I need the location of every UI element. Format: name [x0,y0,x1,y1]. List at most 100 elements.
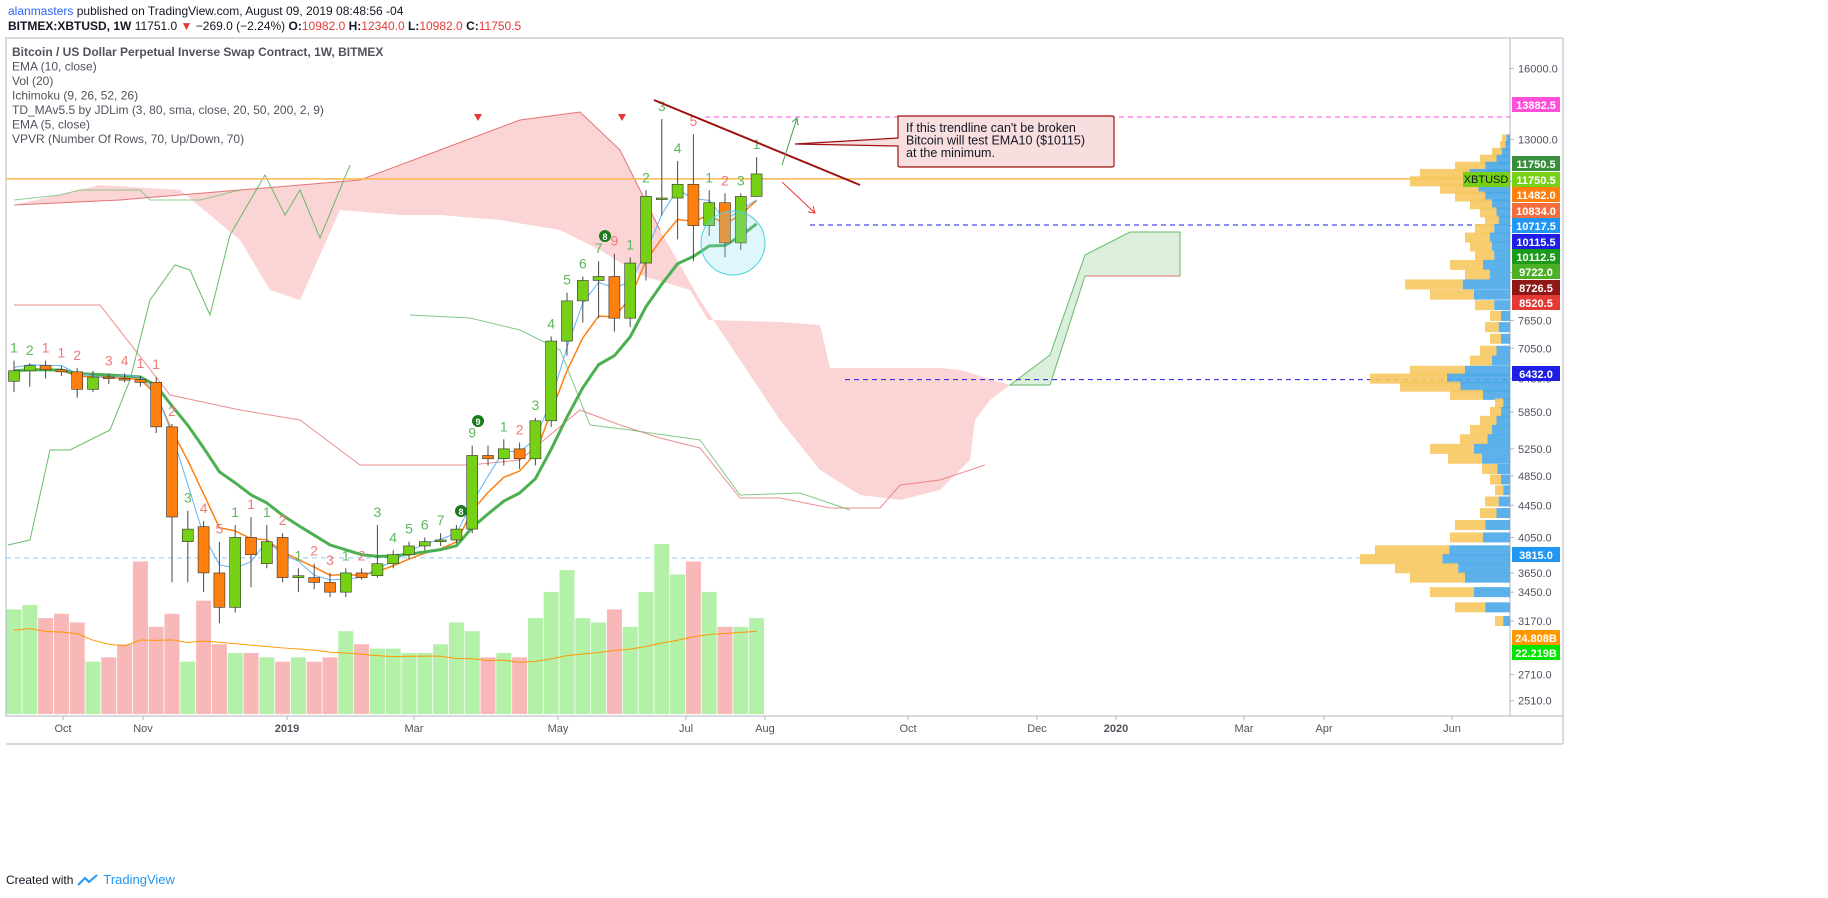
ohlc-line: BITMEX:XBTUSD, 1W 11751.0 ▼ −269.0 (−2.2… [8,19,521,34]
td-count-label: 3 [658,98,666,114]
vpvr-bar-down [1495,616,1504,627]
vpvr-bar-down [1475,250,1495,261]
price-tag [1512,280,1560,295]
footer: Created with TradingView [6,872,175,887]
high-label: H: [348,19,362,33]
td-count-label: 3 [374,504,382,520]
td-count-label: 6 [421,516,429,532]
x-tick-label: Oct [54,723,71,735]
vpvr-bar-down [1490,474,1501,485]
symbol-tag [1463,172,1509,187]
price-tag [1512,295,1560,310]
td-count-label: 2 [721,172,729,188]
tradingview-brand[interactable]: TradingView [103,872,175,887]
volume-bar [670,574,686,714]
td-count-label: 1 [152,356,160,372]
candle-body [292,575,305,578]
td-count-label: 1 [500,418,508,434]
td-count-label: 2 [516,421,524,437]
price-tag-label: 24.808B [1515,633,1557,645]
vpvr-bar-down [1450,389,1483,400]
legend-item: Vol (20) [12,74,53,88]
candle-body [592,276,605,281]
volume-bar [638,591,654,714]
vpvr-bar-up [1496,508,1510,519]
price-tag [1512,264,1560,279]
y-tick-label: 7050.0 [1518,343,1552,355]
volume-bar [448,622,464,714]
candle [719,193,731,258]
y-tick-label: 7650.0 [1518,315,1552,327]
vpvr-bar-down [1455,520,1486,531]
y-tick-label: 3450.0 [1518,587,1552,599]
price-tag-label: 10717.5 [1516,221,1556,233]
vpvr-bar-down [1480,415,1497,426]
volume-bar [512,657,528,714]
close-label: C: [466,19,479,33]
low-label: L: [408,19,420,33]
breakout-arrow-icon [781,117,799,166]
price-tag-label: 11750.5 [1516,159,1555,171]
legend-item: Bitcoin / US Dollar Perpetual Inverse Sw… [12,45,383,59]
candle-body [308,577,321,583]
volume-bar [496,652,512,714]
td-count-label: 2 [26,342,34,358]
x-tick-label: May [548,723,569,735]
author-link[interactable]: alanmasters [8,4,74,18]
vpvr-bar-down [1500,141,1506,152]
candle-body [229,537,241,608]
sell-triangle-icon [474,114,482,121]
price-change: −269.0 (−2.24%) [195,19,286,33]
volume-bar [85,661,101,714]
legend-item: EMA (5, close) [12,118,90,132]
volume-bar [701,591,717,714]
annotation-text: Bitcoin will test EMA10 ($10115) [906,134,1085,148]
price-tag [1512,249,1560,264]
vpvr-histogram [1360,134,1510,627]
volume-bar [464,631,480,714]
candle [513,442,526,469]
vpvr-bar-down [1475,300,1495,311]
created-with-text: Created with [6,872,74,887]
vpvr-bar-down [1430,587,1474,598]
vpvr-bar-up [1458,563,1510,574]
price-tag [1512,630,1560,645]
legend-item: TD_MAv5.5 by JDLim (3, 80, sma, close, 2… [12,103,324,117]
candle-body [418,541,431,547]
candle-body [545,340,558,422]
breakdown-arrow-icon [781,181,816,214]
candle [450,525,463,544]
candle [245,516,257,588]
vpvr-bar-down [1465,269,1490,280]
volume-bar [227,652,243,714]
candle-body [150,382,162,428]
tradingview-logo-icon [77,873,99,886]
td-count-label: 2 [358,547,366,563]
candle [434,533,447,546]
down-arrow-icon: ▼ [180,19,193,33]
volume-bar [53,613,69,714]
td-count-label: 1 [10,340,18,356]
candle-body [197,526,210,574]
price-tag-label: 8726.5 [1519,283,1553,295]
vpvr-bar-down [1450,259,1483,270]
x-tick-label: Jun [1443,723,1461,735]
candle-body [466,455,479,530]
candle [482,445,494,466]
descending-trendline [653,99,861,186]
candle-body [529,420,542,460]
volume-bar [654,544,670,714]
high-value: 12340.0 [361,19,405,33]
candle [182,510,194,583]
vpvr-bar-down [1475,223,1495,234]
candle [166,423,178,583]
price-tag-label: 10115.5 [1516,237,1555,249]
vpvr-bar-down [1470,355,1492,366]
legend-item: VPVR (Number Of Rows, 70, Up/Down, 70) [12,132,244,146]
volume-bar [101,657,117,714]
vpvr-bar-up [1465,365,1510,376]
td-setup-marker-label: 8 [602,232,607,242]
candle-body [71,371,83,390]
vpvr-bar-up [1478,183,1510,194]
